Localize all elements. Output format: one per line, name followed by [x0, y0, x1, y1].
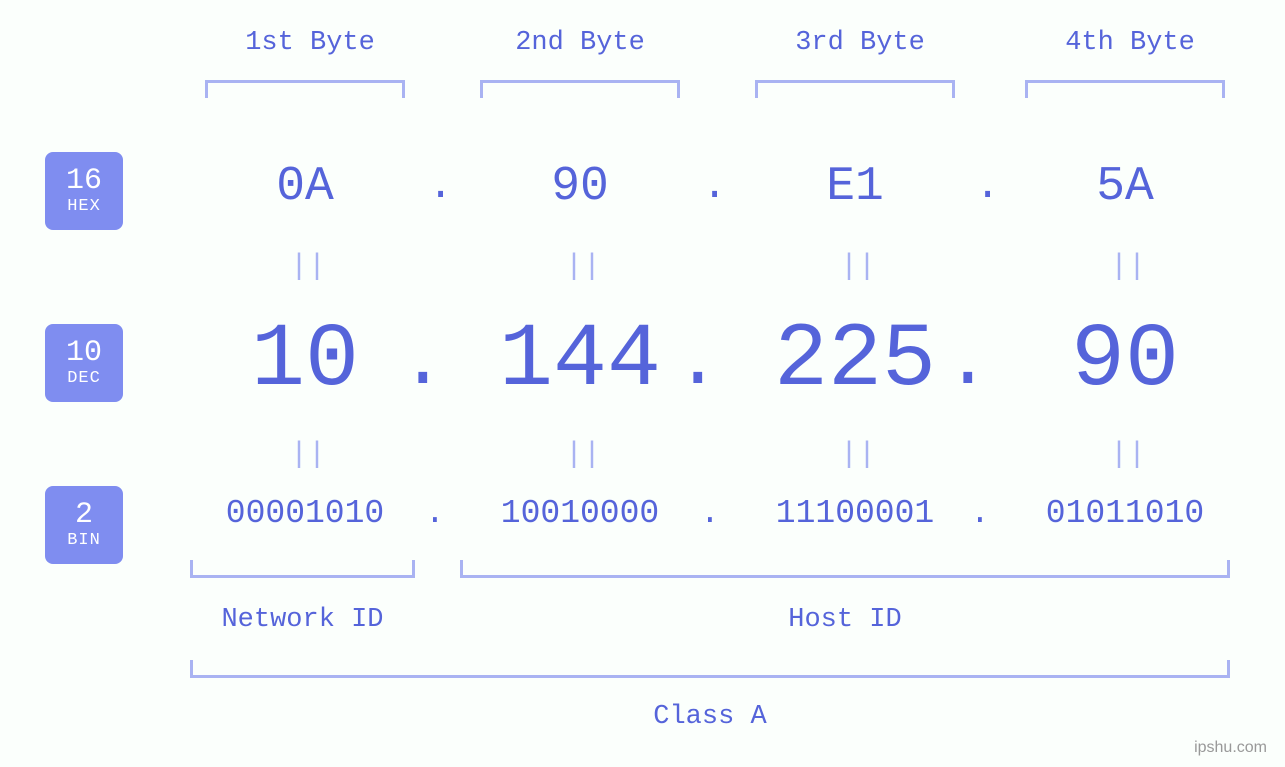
eq-2-4: ||	[1110, 438, 1146, 472]
hex-byte-1: 0A	[205, 160, 405, 214]
dec-byte-1: 10	[175, 310, 435, 412]
bin-byte-3: 11100001	[725, 495, 985, 532]
eq-2-2: ||	[565, 438, 601, 472]
byte-header-1: 1st Byte	[210, 28, 410, 58]
dec-byte-2: 144	[450, 310, 710, 412]
byte-header-4: 4th Byte	[1030, 28, 1230, 58]
hex-byte-3: E1	[755, 160, 955, 214]
dec-dot-2: .	[675, 320, 721, 406]
badge-bin: 2 BIN	[45, 486, 123, 564]
bin-dot-2: .	[700, 495, 720, 532]
class-bracket	[190, 660, 1230, 678]
class-label: Class A	[190, 702, 1230, 732]
badge-hex-label: HEX	[67, 198, 101, 217]
network-id-label: Network ID	[190, 605, 415, 635]
badge-dec: 10 DEC	[45, 324, 123, 402]
dec-dot-3: .	[945, 320, 991, 406]
watermark: ipshu.com	[1194, 739, 1267, 757]
dec-dot-1: .	[400, 320, 446, 406]
bin-byte-1: 00001010	[175, 495, 435, 532]
network-id-bracket	[190, 560, 415, 578]
host-id-bracket	[460, 560, 1230, 578]
bin-dot-3: .	[970, 495, 990, 532]
eq-1-1: ||	[290, 250, 326, 284]
eq-1-4: ||	[1110, 250, 1146, 284]
eq-1-3: ||	[840, 250, 876, 284]
hex-byte-2: 90	[480, 160, 680, 214]
byte-header-2: 2nd Byte	[480, 28, 680, 58]
eq-1-2: ||	[565, 250, 601, 284]
bin-byte-4: 01011010	[995, 495, 1255, 532]
badge-hex: 16 HEX	[45, 152, 123, 230]
top-bracket-3	[755, 80, 955, 98]
bin-byte-2: 10010000	[450, 495, 710, 532]
hex-dot-2: .	[702, 162, 727, 210]
badge-bin-label: BIN	[67, 532, 101, 551]
hex-dot-1: .	[428, 162, 453, 210]
badge-dec-num: 10	[66, 337, 102, 370]
eq-2-1: ||	[290, 438, 326, 472]
top-bracket-4	[1025, 80, 1225, 98]
badge-hex-num: 16	[66, 165, 102, 198]
bin-dot-1: .	[425, 495, 445, 532]
badge-dec-label: DEC	[67, 370, 101, 389]
hex-dot-3: .	[975, 162, 1000, 210]
hex-byte-4: 5A	[1025, 160, 1225, 214]
top-bracket-2	[480, 80, 680, 98]
host-id-label: Host ID	[460, 605, 1230, 635]
byte-header-3: 3rd Byte	[760, 28, 960, 58]
badge-bin-num: 2	[75, 499, 93, 532]
dec-byte-4: 90	[995, 310, 1255, 412]
top-bracket-1	[205, 80, 405, 98]
eq-2-3: ||	[840, 438, 876, 472]
